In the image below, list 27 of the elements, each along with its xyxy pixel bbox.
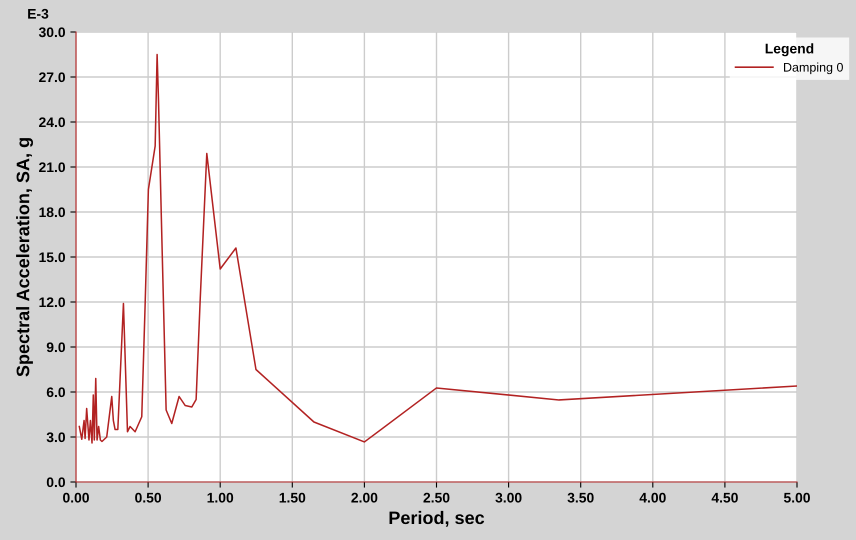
legend-title: Legend [766, 43, 814, 56]
x-tick-label: 1.00 [208, 492, 234, 503]
legend-label: Damping 0 [784, 62, 843, 74]
x-tick-label: 3.50 [568, 492, 594, 503]
y-tick-label: 15.0 [39, 252, 66, 262]
y-axis-title: Spectral Acceleration, SA, g [16, 138, 33, 377]
y-tick-label: 30.0 [38, 27, 66, 38]
x-tick-label: 1.50 [280, 492, 306, 503]
x-tick-label: 0.50 [135, 492, 162, 503]
x-tick-label: 3.00 [495, 492, 522, 503]
x-axis-title: Period, sec [390, 510, 484, 527]
y-tick-label: 0.0 [46, 477, 66, 488]
y-tick-label: 9.0 [46, 342, 66, 352]
x-tick-label: 2.50 [423, 492, 450, 503]
y-tick-label: 3.0 [46, 432, 66, 442]
y-tick-label: 21.0 [39, 162, 66, 172]
text: E-3 [28, 8, 48, 19]
x-tick-label: 0.00 [63, 492, 89, 503]
x-tick-label: 5.00 [784, 492, 810, 503]
y-tick-label: 6.0 [46, 387, 66, 398]
y-tick-label: 12.0 [39, 297, 66, 308]
y-tick-label: 27.0 [39, 72, 66, 82]
y-tick-label: 24.0 [39, 117, 66, 128]
x-tick-label: 2.00 [351, 492, 378, 503]
x-tick-label: 4.00 [639, 492, 666, 503]
y-tick-label: 18.0 [39, 207, 66, 218]
x-tick-label: 4.50 [712, 492, 738, 503]
